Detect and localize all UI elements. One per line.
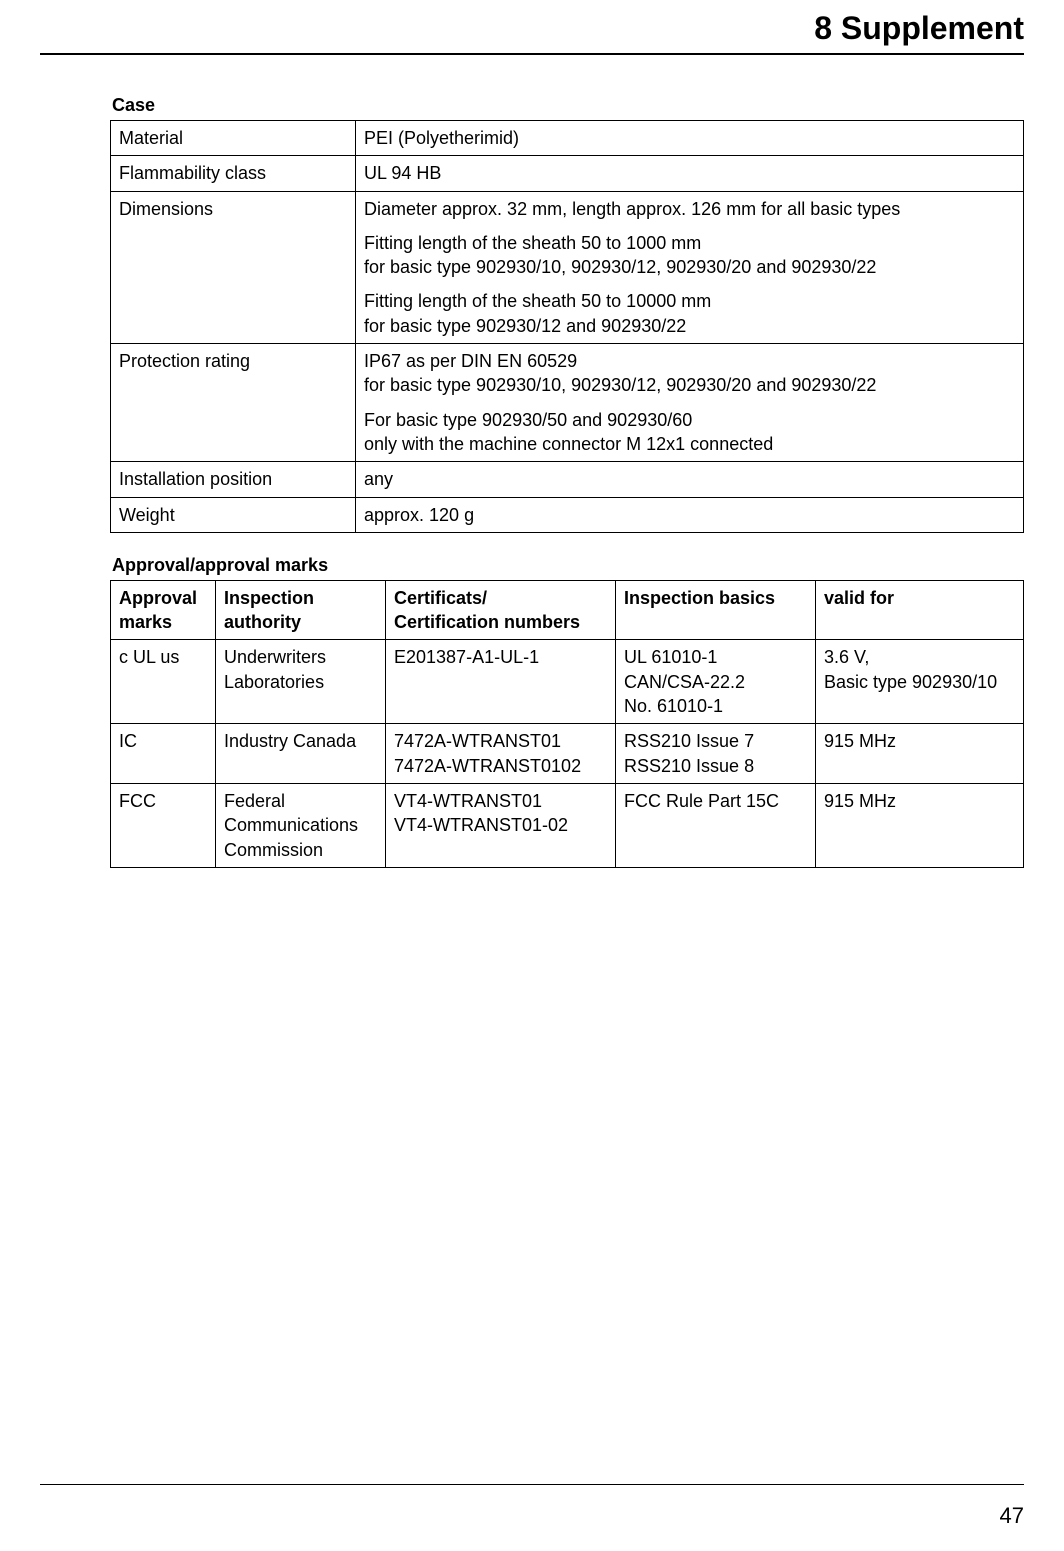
column-header: Certificats/Certification numbers [386,580,616,640]
approval-cell-authority: Federal Communications Commission [216,783,386,867]
page-title: 8 Supplement [40,10,1024,47]
value-paragraph: For basic type 902930/50 and 902930/60on… [364,408,1015,457]
case-row-value: IP67 as per DIN EN 60529for basic type 9… [356,344,1024,462]
approval-heading: Approval/approval marks [112,555,1024,576]
case-row-value: any [356,462,1024,497]
column-header: Inspection basics [616,580,816,640]
case-row-label: Material [111,121,356,156]
approval-cell-mark: FCC [111,783,216,867]
approval-cell-valid: 3.6 V,Basic type 902930/10 [816,640,1024,724]
approval-cell-mark: c UL us [111,640,216,724]
page-header: 8 Supplement [40,10,1024,55]
case-row-label: Protection rating [111,344,356,462]
value-paragraph: approx. 120 g [364,503,1015,527]
value-paragraph: Fitting length of the sheath 50 to 10000… [364,289,1015,338]
approval-cell-certs: 7472A-WTRANST017472A-WTRANST0102 [386,724,616,784]
table-row: c UL usUnderwriters LaboratoriesE201387-… [111,640,1024,724]
case-heading: Case [112,95,1024,116]
case-row-value: UL 94 HB [356,156,1024,191]
case-row-value: PEI (Polyetherimid) [356,121,1024,156]
column-header: Inspection authority [216,580,386,640]
column-header: valid for [816,580,1024,640]
table-row: FCCFederal Communications CommissionVT4-… [111,783,1024,867]
footer-rule [40,1484,1024,1485]
value-paragraph: Diameter approx. 32 mm, length approx. 1… [364,197,1015,221]
table-header-row: Approval marksInspection authorityCertif… [111,580,1024,640]
value-paragraph: PEI (Polyetherimid) [364,126,1015,150]
case-row-label: Flammability class [111,156,356,191]
page-number: 47 [1000,1503,1024,1529]
case-table: Material PEI (Polyetherimid) Flammability … [110,120,1024,533]
approval-cell-basics: RSS210 Issue 7RSS210 Issue 8 [616,724,816,784]
table-row: Installation position any [111,462,1024,497]
header-rule [40,53,1024,55]
approval-cell-mark: IC [111,724,216,784]
approval-table: Approval marksInspection authorityCertif… [110,580,1024,868]
case-row-label: Weight [111,497,356,532]
approval-cell-basics: FCC Rule Part 15C [616,783,816,867]
table-row: Flammability class UL 94 HB [111,156,1024,191]
approval-cell-valid: 915 MHz [816,724,1024,784]
approval-cell-basics: UL 61010-1CAN/CSA-22.2No. 61010-1 [616,640,816,724]
approval-cell-valid: 915 MHz [816,783,1024,867]
value-paragraph: Fitting length of the sheath 50 to 1000 … [364,231,1015,280]
value-paragraph: UL 94 HB [364,161,1015,185]
table-row: Material PEI (Polyetherimid) [111,121,1024,156]
approval-cell-authority: Underwriters Laboratories [216,640,386,724]
case-row-label: Dimensions [111,191,356,343]
content-area: Case Material PEI (Polyetherimid) Flammabi… [110,95,1024,868]
case-row-value: Diameter approx. 32 mm, length approx. 1… [356,191,1024,343]
table-row: Protection ratingIP67 as per DIN EN 6052… [111,344,1024,462]
column-header: Approval marks [111,580,216,640]
value-paragraph: any [364,467,1015,491]
case-row-value: approx. 120 g [356,497,1024,532]
table-row: Weight approx. 120 g [111,497,1024,532]
value-paragraph: IP67 as per DIN EN 60529for basic type 9… [364,349,1015,398]
table-row: ICIndustry Canada7472A-WTRANST017472A-WT… [111,724,1024,784]
approval-cell-certs: E201387-A1-UL-1 [386,640,616,724]
table-row: Dimensions Diameter approx. 32 mm, length… [111,191,1024,343]
approval-cell-certs: VT4-WTRANST01VT4-WTRANST01-02 [386,783,616,867]
case-row-label: Installation position [111,462,356,497]
approval-cell-authority: Industry Canada [216,724,386,784]
